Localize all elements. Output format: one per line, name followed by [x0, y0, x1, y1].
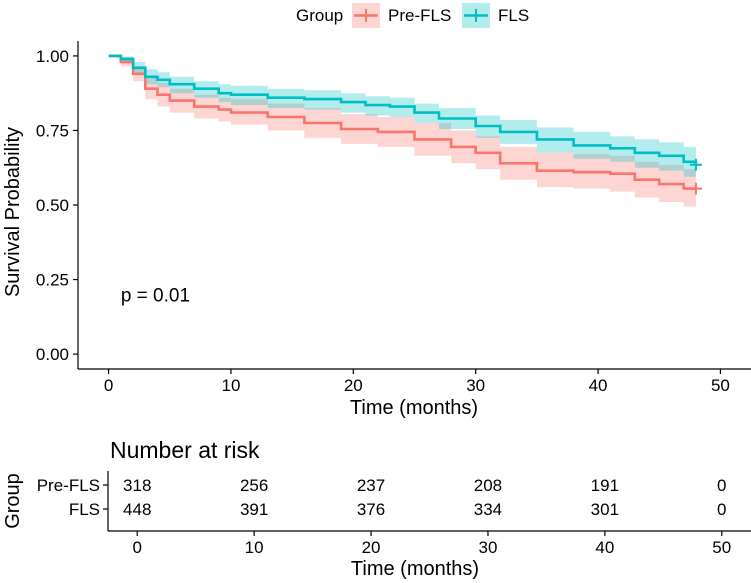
censor-mark-pre-fls	[689, 182, 702, 195]
y-axis-ticks: 0.00 0.25 0.50 0.75 1.00	[36, 47, 78, 364]
y-tick-label: 0.00	[36, 345, 69, 364]
x-tick-label: 50	[711, 376, 730, 395]
risk-count-pre-fls: 237	[357, 476, 385, 495]
risk-row-label-pre-fls: Pre-FLS	[37, 476, 100, 495]
risk-table: Number at risk Pre-FLS 318 256 237 208 191 0 FL…	[2, 437, 751, 580]
x-tick-label: 20	[344, 376, 363, 395]
survival-plot: 0.00 0.25 0.50 0.75 1.00 0 10 20 30 40 50 p = 0.0…	[2, 41, 751, 419]
y-tick-label: 0.25	[36, 271, 69, 290]
risk-x-tick-label: 10	[245, 538, 264, 557]
x-axis-ticks: 0 10 20 30 40 50	[104, 369, 730, 395]
x-axis-title: Time (months)	[350, 397, 478, 419]
risk-count-fls: 0	[717, 500, 726, 519]
risk-table-title: Number at risk	[110, 437, 260, 463]
ci-band-fls	[108, 55, 696, 182]
survival-curve-fls	[108, 54, 698, 165]
x-tick-label: 30	[466, 376, 485, 395]
p-value-annotation: p = 0.01	[121, 285, 190, 306]
y-axis-title: Survival Probability	[2, 127, 24, 297]
legend: Group Pre-FLS FLS	[296, 3, 529, 28]
risk-x-tick-label: 20	[362, 538, 381, 557]
x-tick-label: 40	[589, 376, 608, 395]
legend-key-pre-fls	[352, 3, 380, 28]
risk-count-fls: 376	[357, 500, 385, 519]
legend-label-pre-fls: Pre-FLS	[388, 6, 451, 25]
risk-count-pre-fls: 208	[474, 476, 502, 495]
risk-table-rows: Pre-FLS 318 256 237 208 191 0 FLS 448 391 376 334 30…	[37, 476, 727, 519]
risk-y-axis-title: Group	[2, 473, 24, 529]
risk-x-tick-label: 40	[595, 538, 614, 557]
risk-count-fls: 301	[591, 500, 619, 519]
risk-x-axis-title: Time (months)	[351, 558, 479, 580]
risk-x-axis-ticks: 0 10 20 30 40 50	[132, 531, 731, 557]
risk-count-pre-fls: 0	[717, 476, 726, 495]
censor-marks	[689, 158, 702, 195]
risk-count-fls: 448	[123, 500, 151, 519]
risk-count-pre-fls: 191	[591, 476, 619, 495]
legend-title: Group	[296, 6, 343, 25]
y-tick-label: 1.00	[36, 47, 69, 66]
censor-mark-fls	[689, 158, 702, 171]
risk-count-pre-fls: 256	[240, 476, 268, 495]
legend-label-fls: FLS	[498, 6, 529, 25]
x-tick-label: 0	[104, 376, 113, 395]
risk-x-tick-label: 30	[478, 538, 497, 557]
risk-count-pre-fls: 318	[123, 476, 151, 495]
y-tick-label: 0.50	[36, 196, 69, 215]
survival-curves	[108, 54, 698, 190]
risk-x-tick-label: 50	[712, 538, 731, 557]
risk-x-tick-label: 0	[132, 538, 141, 557]
risk-row-label-fls: FLS	[69, 500, 100, 519]
y-tick-label: 0.75	[36, 121, 69, 140]
x-tick-label: 10	[221, 376, 240, 395]
survival-curve-pre-fls	[108, 54, 696, 190]
risk-count-fls: 391	[240, 500, 268, 519]
legend-key-fls	[462, 3, 490, 28]
risk-count-fls: 334	[474, 500, 502, 519]
